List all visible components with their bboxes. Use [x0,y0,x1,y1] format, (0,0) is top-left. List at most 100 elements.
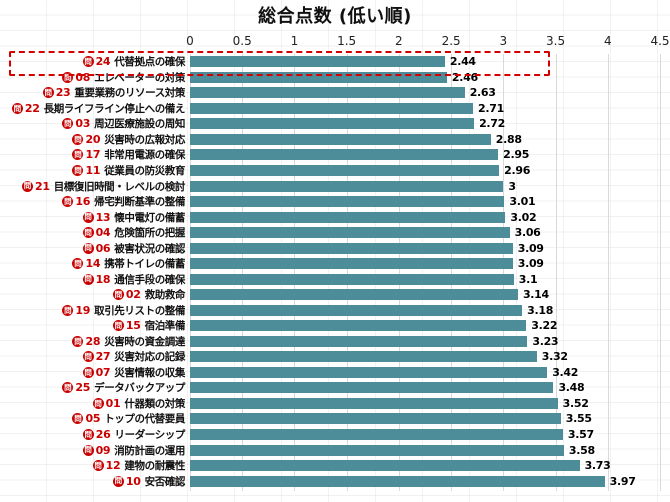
bar-row: 問 01 什器類の対策 3.52 [0,396,670,412]
score-bar [190,366,548,378]
category-label: 問 18 通信手段の確保 [0,272,190,287]
category-label: 問 21 目標復旧時間・レベルの検討 [0,179,190,194]
category-label: 問 28 災害時の資金調達 [0,334,190,349]
category-label: 問 26 リーダーシップ [0,427,190,442]
question-number: 28 [85,334,101,348]
question-number: 26 [95,428,111,442]
question-number: 14 [85,257,101,271]
category-text: トップの代替要員 [104,413,185,426]
value-label: 3.55 [565,412,592,426]
bar-row: 問 08 エレベーターの対策 2.46 [0,70,670,86]
category-label: 問 02 救助救命 [0,287,190,302]
question-badge-icon: 問 [72,164,84,176]
category-text: 帰宅判断基準の整備 [94,196,185,209]
score-bar [190,351,537,363]
gridline [242,54,244,491]
value-label: 3.57 [567,428,594,442]
bar-row: 問 17 非常用電源の確保 2.95 [0,147,670,163]
category-label: 問 27 災害対応の記録 [0,349,190,364]
x-tick-label: 0 [186,34,194,48]
value-label: 3.09 [517,241,544,255]
value-label: 3 [508,179,516,193]
category-text: 代替拠点の確保 [114,56,185,69]
score-bar [190,133,491,145]
score-bar [190,335,528,347]
category-text: 目標復旧時間・レベルの検討 [53,180,186,193]
score-bar [190,180,504,192]
bar-rows: 問 24 代替拠点の確保 2.44 問 08 エレベーターの対策 2.46 問 23 重要業務のリソ… [0,54,670,489]
category-label: 問 11 従業員の防災教育 [0,163,190,178]
gridline [660,54,661,491]
category-text: 取引先リストの整備 [94,304,185,317]
question-badge-icon: 問 [82,56,94,68]
question-number: 17 [85,148,101,162]
bar-row: 問 15 宿泊準備 3.22 [0,318,670,334]
category-text: 宿泊準備 [144,320,186,333]
value-label: 3.14 [522,288,549,302]
bar-row: 問 25 データバックアップ 3.48 [0,380,670,396]
category-text: 従業員の防災教育 [104,164,185,177]
category-text: 携帯トイレの備蓄 [104,258,185,271]
value-label: 2.88 [495,132,522,146]
bar-row: 問 04 危険箇所の把握 3.06 [0,225,670,241]
score-bar [190,56,445,68]
question-badge-icon: 問 [92,397,104,409]
score-bar [190,475,605,487]
category-label: 問 19 取引先リストの整備 [0,303,190,318]
category-label: 問 12 建物の耐震性 [0,458,190,473]
category-text: 災害時の資金調達 [104,335,185,348]
category-text: 被害状況の確認 [114,242,185,255]
score-bar [190,258,513,270]
question-badge-icon: 問 [82,351,94,363]
value-label: 2.44 [449,55,476,69]
question-number: 21 [34,179,50,193]
category-text: 懐中電灯の備蓄 [114,211,185,224]
category-text: 救助救命 [144,289,186,302]
category-text: 通信手段の確保 [114,273,185,286]
question-number: 19 [75,303,91,317]
question-badge-icon: 問 [112,289,124,301]
x-tick-label: 2 [395,34,403,48]
category-label: 問 08 エレベーターの対策 [0,70,190,85]
question-badge-icon: 問 [82,366,94,378]
question-number: 25 [75,381,91,395]
question-number: 27 [95,350,111,364]
value-label: 3.01 [509,195,536,209]
score-bar [190,149,499,161]
question-number: 02 [125,288,141,302]
question-badge-icon: 問 [62,71,74,83]
question-badge-icon: 問 [72,413,84,425]
question-number: 08 [75,70,91,84]
question-badge-icon: 問 [82,227,94,239]
category-text: 周辺医療施設の周知 [94,118,185,131]
x-tick-label: 2.5 [441,34,461,48]
question-number: 16 [75,195,91,209]
score-bar [190,118,475,130]
bar-row: 問 13 懐中電灯の備蓄 3.02 [0,209,670,225]
question-badge-icon: 問 [72,335,84,347]
score-bar [190,460,580,472]
category-label: 問 14 携帯トイレの備蓄 [0,256,190,271]
category-label: 問 06 被害状況の確認 [0,241,190,256]
chart-title: 総合点数 (低い順) [258,6,412,27]
value-label: 2.96 [504,163,531,177]
question-number: 10 [125,474,141,488]
category-text: データバックアップ [94,382,185,395]
score-bar [190,382,554,394]
question-badge-icon: 問 [72,149,84,161]
question-badge-icon: 問 [21,180,33,192]
value-label: 3.22 [531,319,558,333]
question-badge-icon: 問 [112,475,124,487]
score-bar [190,273,514,285]
x-tick-label: 3 [499,34,508,48]
category-label: 問 05 トップの代替要員 [0,411,190,426]
bar-row: 問 28 災害時の資金調達 3.23 [0,334,670,350]
value-label: 3.97 [609,474,636,488]
value-label: 3.18 [527,303,554,317]
gridline [607,54,609,491]
bar-row: 問 07 災害情報の収集 3.42 [0,365,670,381]
x-tick-label: 1 [290,34,299,48]
category-label: 問 24 代替拠点の確保 [0,54,190,69]
gridline [503,54,505,491]
category-text: 災害情報の収集 [114,366,185,379]
